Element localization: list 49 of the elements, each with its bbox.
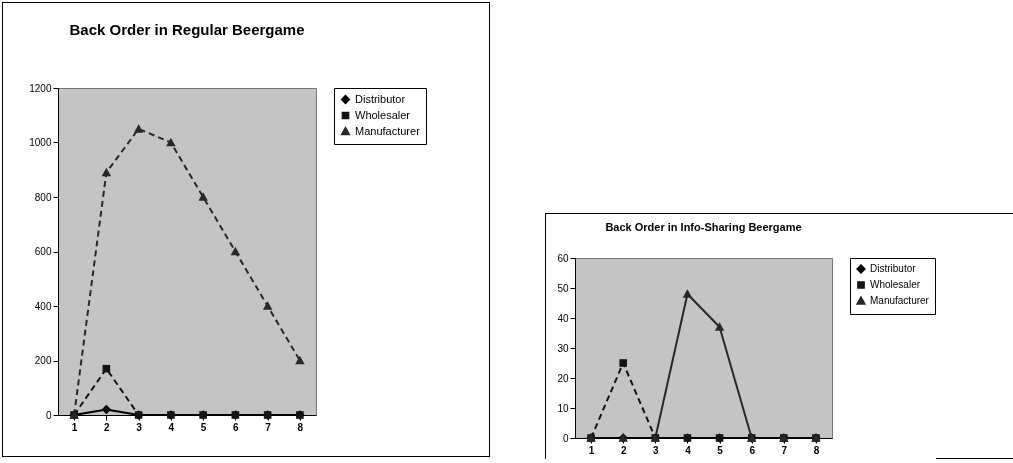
- x-tick-label: 3: [136, 421, 143, 433]
- x-tick-label: 4: [168, 421, 175, 433]
- chart-title: Back Order in Regular Beergame: [69, 21, 305, 38]
- point: [133, 124, 144, 133]
- x-tick-label: 2: [104, 421, 111, 433]
- point: [101, 404, 112, 415]
- point: [682, 289, 693, 298]
- point: [262, 301, 273, 310]
- x-tick-label: 6: [233, 421, 240, 433]
- y-tick-label: 20: [557, 372, 569, 384]
- point: [619, 359, 627, 367]
- y-tick-label: 40: [557, 312, 569, 324]
- legend-label: Distributor: [355, 92, 406, 105]
- point: [198, 192, 208, 201]
- y-tick-label: 50: [557, 282, 569, 294]
- point: [714, 322, 725, 331]
- x-tick-label: 5: [717, 444, 724, 456]
- legend-label: Manufacturer: [355, 124, 421, 137]
- x-tick-label: 5: [200, 421, 207, 433]
- y-tick-label: 0: [45, 409, 52, 421]
- y-tick-label: 30: [557, 342, 569, 354]
- y-tick-label: 400: [34, 300, 52, 312]
- x-tick-label: 3: [653, 444, 660, 456]
- y-tick-label: 10: [557, 402, 569, 414]
- y-tick-label: 0: [562, 432, 569, 444]
- legend-label: Wholesaler: [870, 279, 921, 290]
- x-tick-label: 8: [813, 444, 820, 456]
- x-tick-label: 1: [71, 421, 78, 433]
- y-tick-label: 600: [34, 246, 52, 257]
- point: [295, 355, 305, 365]
- y-tick-label: 1000: [29, 137, 52, 148]
- x-tick-label: 4: [685, 444, 692, 456]
- x-tick-label: 1: [588, 444, 595, 456]
- x-tick-label: 7: [265, 421, 272, 433]
- legend-label: Wholesaler: [355, 108, 411, 121]
- x-tick-label: 7: [781, 444, 788, 456]
- point: [166, 137, 176, 147]
- point: [101, 167, 112, 177]
- legend-label: Manufacturer: [870, 295, 930, 306]
- chart-title: Back Order in Info-Sharing Beergame: [605, 221, 802, 233]
- point: [230, 246, 241, 256]
- legend-label: Distributor: [870, 263, 917, 274]
- x-tick-label: 8: [297, 421, 304, 433]
- y-tick-label: 1200: [29, 82, 52, 94]
- x-tick-label: 6: [749, 444, 756, 456]
- y-tick-label: 60: [557, 252, 569, 264]
- y-tick-label: 800: [34, 191, 52, 203]
- x-tick-label: 2: [620, 444, 627, 456]
- y-tick-label: 200: [34, 355, 52, 366]
